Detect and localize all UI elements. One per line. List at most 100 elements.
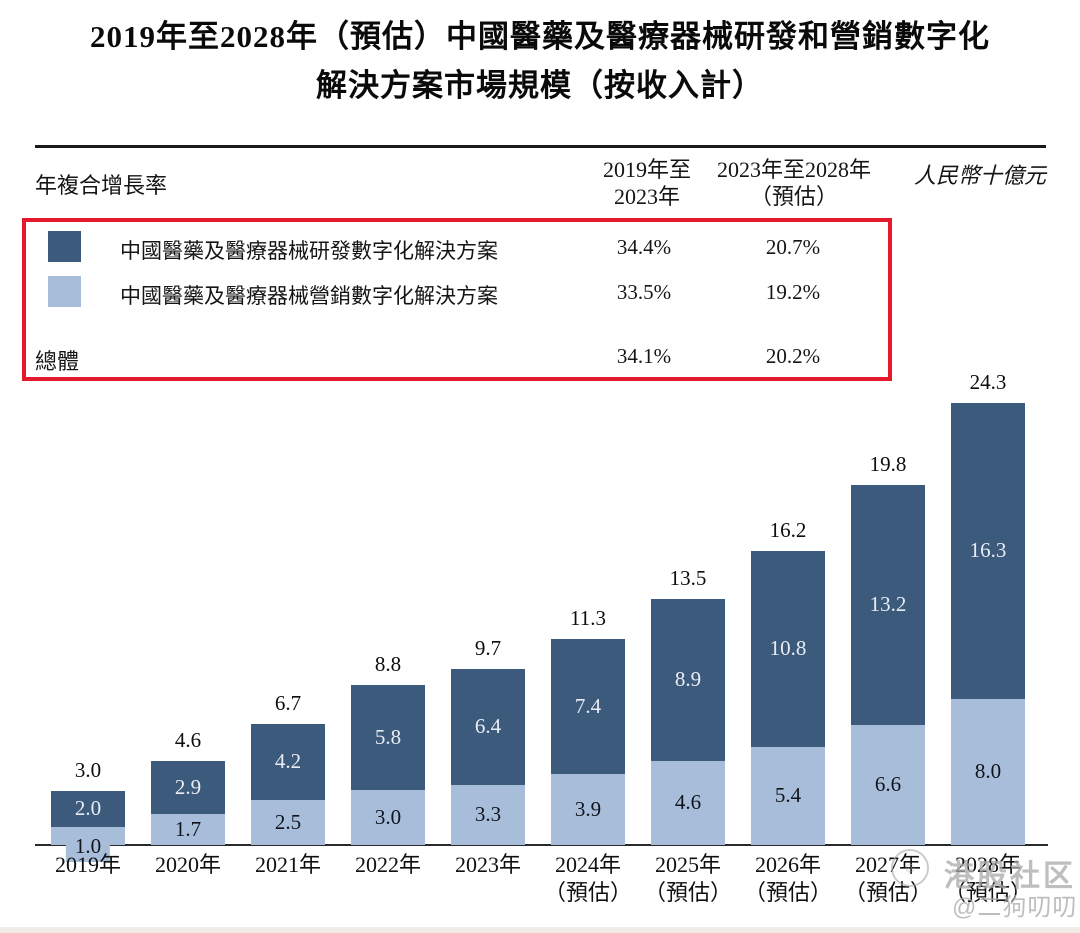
x-axis-label-2019: 2019年 — [33, 851, 143, 879]
bar-2020-marketing-segment: 1.7 — [151, 814, 225, 845]
x-axis-label-2024-estimate: （預估） — [543, 880, 632, 905]
x-axis-label-2023: 2023年 — [433, 851, 543, 879]
total-row-label: 總體 — [35, 349, 80, 374]
bar-2026-rnd-value: 10.8 — [769, 636, 807, 660]
bar-2028-total-label: 24.3 — [969, 370, 1007, 394]
bar-2020-marketing-value: 1.7 — [174, 816, 202, 841]
bar-2028-marketing-value: 8.0 — [974, 759, 1002, 783]
bar-2026-marketing-value: 5.4 — [774, 783, 802, 807]
cagr-rnd-2023-2028: 20.7% — [765, 235, 821, 259]
unit-label: 人民幣十億元 — [913, 163, 1046, 188]
highlight-red-box — [22, 218, 892, 381]
bar-2020-total-label: 4.6 — [174, 728, 202, 752]
cagr-marketing-2023-2028: 19.2% — [765, 280, 821, 304]
bar-2026-rnd-segment: 10.8 — [751, 551, 825, 747]
x-axis-label-2025-year: 2025年 — [654, 852, 721, 877]
bar-2028-rnd-value: 16.3 — [969, 538, 1007, 562]
bar-2022-total-label: 8.8 — [374, 652, 402, 676]
x-axis-label-2020: 2020年 — [133, 851, 243, 879]
bar-2023-rnd-segment: 6.4 — [451, 669, 525, 785]
x-axis-label-2019-year: 2019年 — [54, 852, 121, 877]
x-axis-label-2024: 2024年 （預估） — [533, 851, 643, 907]
bar-2028-marketing-segment: 8.0 — [951, 699, 1025, 845]
x-axis-label-2026-year: 2026年 — [754, 852, 821, 877]
bar-2025-total-label: 13.5 — [669, 566, 707, 590]
bar-2024-marketing-segment: 3.9 — [551, 774, 625, 845]
cagr-marketing-2019-2023: 33.5% — [616, 280, 672, 304]
bar-2027-rnd-segment: 13.2 — [851, 485, 925, 725]
bar-2024-marketing-value: 3.9 — [574, 796, 602, 821]
x-axis-label-2020-year: 2020年 — [154, 852, 221, 877]
col-header-2019-2023-line2: 2023年 — [613, 184, 680, 209]
bar-2027-marketing-segment: 6.6 — [851, 725, 925, 845]
bar-2022-rnd-value: 5.8 — [374, 724, 402, 749]
bar-2024-rnd-value: 7.4 — [574, 693, 602, 718]
legend-label-marketing: 中國醫藥及醫療器械營銷數字化解決方案 — [120, 284, 498, 308]
bar-2027-marketing-value: 6.6 — [874, 772, 902, 796]
bar-2023-marketing-segment: 3.3 — [451, 785, 525, 845]
bar-2021-marketing-segment: 2.5 — [251, 800, 325, 845]
bar-2024-rnd-segment: 7.4 — [551, 639, 625, 774]
x-axis-label-2028: 2028年 （預估） — [933, 851, 1043, 907]
legend-swatch-marketing — [48, 276, 81, 307]
bar-2023-total-label: 9.7 — [474, 636, 502, 660]
bar-2026-marketing-segment: 5.4 — [751, 747, 825, 845]
x-axis-label-2025-estimate: （預估） — [643, 880, 732, 905]
bar-2021-total-label: 6.7 — [274, 691, 302, 715]
bar-2027-rnd-value: 13.2 — [869, 592, 907, 616]
x-axis-label-2022-year: 2022年 — [354, 852, 421, 877]
watermark-community-text: 港股社区 — [944, 860, 1076, 893]
bar-2019-total-label: 3.0 — [74, 758, 102, 782]
col-header-2019-2023-line1: 2019年至 — [602, 157, 691, 182]
x-axis-label-2024-year: 2024年 — [554, 852, 621, 877]
bar-2025-marketing-value: 4.6 — [674, 790, 702, 814]
legend-swatch-rnd — [48, 231, 81, 262]
bar-2023-rnd-value: 6.4 — [474, 714, 502, 738]
col-header-2023-2028: 2023年至2028年 （預估） — [710, 156, 878, 210]
x-axis-label-2022: 2022年 — [333, 851, 443, 879]
bar-2020-rnd-value: 2.9 — [174, 774, 202, 799]
bar-2021-marketing-value: 2.5 — [274, 809, 302, 834]
bar-2022-marketing-value: 3.0 — [374, 804, 402, 829]
bar-2025-rnd-segment: 8.9 — [651, 599, 725, 761]
bar-2019-marketing-value: 1.0 — [65, 833, 111, 862]
x-axis-label-2026-estimate: （預估） — [743, 880, 832, 905]
bar-2028-rnd-segment: 16.3 — [951, 403, 1025, 699]
bar-2023-marketing-value: 3.3 — [474, 802, 502, 826]
x-axis-label-2023-year: 2023年 — [454, 852, 521, 877]
x-axis-label-2028-estimate: （預估） — [943, 880, 1032, 905]
bar-2021-rnd-segment: 4.2 — [251, 724, 325, 800]
x-axis-label-2021-year: 2021年 — [254, 852, 321, 877]
chart-title-line1: 2019年至2028年（預估）中國醫藥及醫療器械研發和營銷數字化 — [90, 19, 990, 54]
bar-2026-total-label: 16.2 — [769, 518, 807, 542]
col-header-2023-2028-line1: 2023年至2028年 — [716, 157, 871, 182]
watermark-logo-icon: ◎ — [891, 849, 929, 887]
x-axis-label-2025: 2025年 （預估） — [633, 851, 743, 907]
bottom-strip — [0, 927, 1080, 933]
x-axis-label-2027-estimate: （預估） — [843, 880, 932, 905]
bar-2027-total-label: 19.8 — [869, 452, 907, 476]
cagr-total-2023-2028: 20.2% — [765, 344, 821, 368]
cagr-row-header: 年複合增長率 — [35, 173, 168, 198]
bar-2024-total-label: 11.3 — [570, 606, 606, 630]
cagr-rnd-2019-2023: 34.4% — [616, 235, 672, 259]
bar-2022-rnd-segment: 5.8 — [351, 685, 425, 790]
x-axis-label-2026: 2026年 （預估） — [733, 851, 843, 907]
bar-2020-rnd-segment: 2.9 — [151, 761, 225, 814]
bar-2019-marketing-segment: 1.0 — [51, 827, 125, 862]
bar-2022-marketing-segment: 3.0 — [351, 790, 425, 845]
col-header-2019-2023: 2019年至 2023年 — [592, 156, 702, 210]
bar-2021-rnd-value: 4.2 — [274, 749, 302, 773]
bar-2019-rnd-segment: 2.0 — [51, 791, 125, 827]
bar-2025-marketing-segment: 4.6 — [651, 761, 725, 845]
col-header-2023-2028-line2: （預估） — [749, 184, 838, 209]
legend-label-rnd: 中國醫藥及醫療器械研發數字化解決方案 — [120, 239, 498, 263]
cagr-total-2019-2023: 34.1% — [616, 344, 672, 368]
x-axis-label-2021: 2021年 — [233, 851, 343, 879]
bar-2019-rnd-value: 2.0 — [74, 796, 102, 820]
x-axis-label-2028-year: 2028年 — [954, 852, 1021, 877]
x-axis-line — [35, 844, 1048, 846]
watermark-handle-text: @二狗叨叨 — [952, 894, 1078, 921]
chart-title-line2: 解決方案市場規模（按收入計） — [316, 68, 764, 103]
